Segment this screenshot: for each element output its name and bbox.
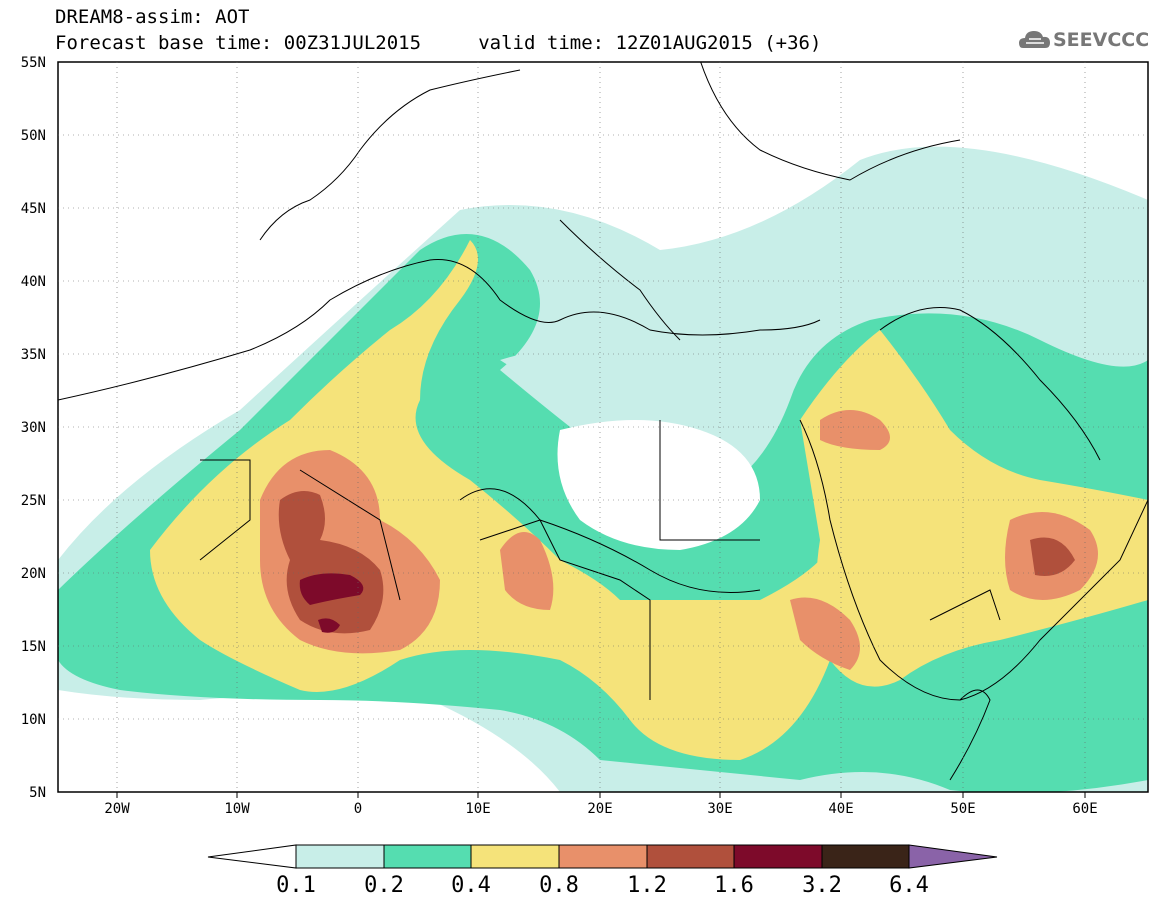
aot-band-0.8-sudan bbox=[790, 597, 860, 670]
colorbar-high-arrow bbox=[908, 844, 998, 869]
lat-label: 5N bbox=[29, 785, 46, 801]
clear-region-libya bbox=[557, 420, 760, 550]
lon-label: 10W bbox=[224, 801, 250, 817]
lat-labels: 55N 50N 45N 40N 35N 30N 25N 20N 15N 10N … bbox=[21, 55, 46, 801]
colorbar-label: 6.4 bbox=[889, 873, 929, 898]
colorbar-label: 0.4 bbox=[451, 873, 491, 898]
lat-label: 55N bbox=[21, 55, 46, 71]
lat-label: 35N bbox=[21, 347, 46, 363]
colorbar-label: 0.2 bbox=[364, 873, 404, 898]
lon-label: 20W bbox=[104, 801, 130, 817]
aot-field bbox=[58, 62, 1148, 792]
aot-band-0.8-arabia bbox=[820, 410, 890, 450]
lon-label: 50E bbox=[950, 801, 975, 817]
lon-label: 10E bbox=[465, 801, 490, 817]
colorbar-swatch-0.8 bbox=[558, 844, 648, 869]
forecast-time-line: Forecast base time: 00Z31JUL2015 valid t… bbox=[55, 32, 822, 54]
colorbar-label: 0.1 bbox=[276, 873, 316, 898]
aot-band-1.6 bbox=[299, 573, 364, 605]
colorbar-swatch-3.2 bbox=[821, 844, 910, 869]
aot-band-0.4-arabia bbox=[800, 330, 1148, 687]
logo-cloud-icon bbox=[1019, 31, 1050, 48]
lon-label: 30E bbox=[707, 801, 732, 817]
lat-label: 15N bbox=[21, 639, 46, 655]
colorbar-swatch-1.2 bbox=[646, 844, 735, 869]
lat-label: 20N bbox=[21, 566, 46, 582]
lon-label: 40E bbox=[828, 801, 853, 817]
colorbar-label: 0.8 bbox=[539, 873, 579, 898]
colorbar-label: 1.6 bbox=[714, 873, 754, 898]
map-title: DREAM8-assim: AOT bbox=[55, 6, 250, 28]
lat-label: 10N bbox=[21, 712, 46, 728]
colorbar-label: 1.2 bbox=[627, 873, 667, 898]
colorbar-swatch-0.2 bbox=[383, 844, 472, 869]
lat-label: 40N bbox=[21, 274, 46, 290]
clear-region-med bbox=[500, 337, 764, 405]
colorbar bbox=[207, 844, 998, 869]
lon-label: 20E bbox=[587, 801, 612, 817]
colorbar-labels: 0.1 0.2 0.4 0.8 1.2 1.6 3.2 6.4 bbox=[276, 873, 929, 898]
lat-label: 45N bbox=[21, 201, 46, 217]
lat-label: 50N bbox=[21, 128, 46, 144]
gridlines bbox=[58, 62, 1148, 792]
colorbar-swatch-0.4 bbox=[470, 844, 560, 869]
aot-band-1.2-oman bbox=[1030, 537, 1075, 576]
lat-label: 30N bbox=[21, 420, 46, 436]
colorbar-swatch-1.6 bbox=[733, 844, 823, 869]
lat-label: 25N bbox=[21, 493, 46, 509]
colorbar-low-arrow bbox=[207, 844, 297, 869]
coastlines bbox=[58, 62, 1148, 781]
lon-labels: 20W 10W 0 10E 20E 30E 40E 50E 60E bbox=[104, 801, 1097, 817]
aot-band-0.8-chad bbox=[500, 532, 554, 610]
lon-label: 0 bbox=[354, 801, 362, 817]
logo-text: SEEVCCC bbox=[1053, 29, 1150, 51]
ticks bbox=[116, 792, 1086, 798]
colorbar-label: 3.2 bbox=[802, 873, 842, 898]
lon-label: 60E bbox=[1072, 801, 1097, 817]
colorbar-swatch-0.1 bbox=[295, 844, 385, 869]
aot-band-1.6-b bbox=[318, 618, 340, 633]
